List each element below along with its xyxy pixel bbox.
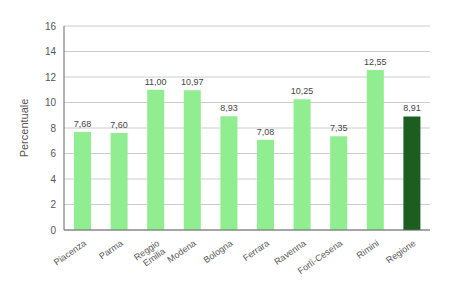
svg-text:7,08: 7,08 <box>257 127 275 137</box>
svg-text:8,93: 8,93 <box>220 103 238 113</box>
svg-text:Regione: Regione <box>384 238 417 265</box>
svg-text:Ferrara: Ferrara <box>241 238 271 263</box>
svg-text:7,68: 7,68 <box>74 119 92 129</box>
svg-text:8: 8 <box>50 123 56 134</box>
svg-text:16: 16 <box>45 21 57 32</box>
svg-text:10,97: 10,97 <box>181 77 204 87</box>
svg-text:7,60: 7,60 <box>110 120 128 130</box>
svg-text:10,25: 10,25 <box>291 86 314 96</box>
svg-text:4: 4 <box>50 174 56 185</box>
svg-text:Rimini: Rimini <box>355 238 381 261</box>
svg-text:ReggioEmilia: ReggioEmilia <box>132 238 167 271</box>
svg-text:7,35: 7,35 <box>330 123 348 133</box>
svg-text:12: 12 <box>45 72 57 83</box>
svg-text:Parma: Parma <box>97 238 124 261</box>
svg-text:Ravenna: Ravenna <box>272 238 308 267</box>
svg-text:12,55: 12,55 <box>364 57 387 67</box>
svg-text:Modena: Modena <box>165 238 197 265</box>
svg-text:Bologna: Bologna <box>202 238 235 265</box>
svg-text:Forlì-Cesena: Forlì-Cesena <box>296 238 344 276</box>
svg-text:10: 10 <box>45 97 57 108</box>
svg-text:Percentuale: Percentuale <box>18 99 30 158</box>
svg-text:6: 6 <box>50 148 56 159</box>
svg-text:2: 2 <box>50 199 56 210</box>
svg-text:11,00: 11,00 <box>145 77 167 87</box>
svg-text:14: 14 <box>45 46 57 57</box>
svg-text:Piacenza: Piacenza <box>52 238 88 267</box>
svg-text:8,91: 8,91 <box>403 103 421 113</box>
svg-text:0: 0 <box>50 225 56 236</box>
